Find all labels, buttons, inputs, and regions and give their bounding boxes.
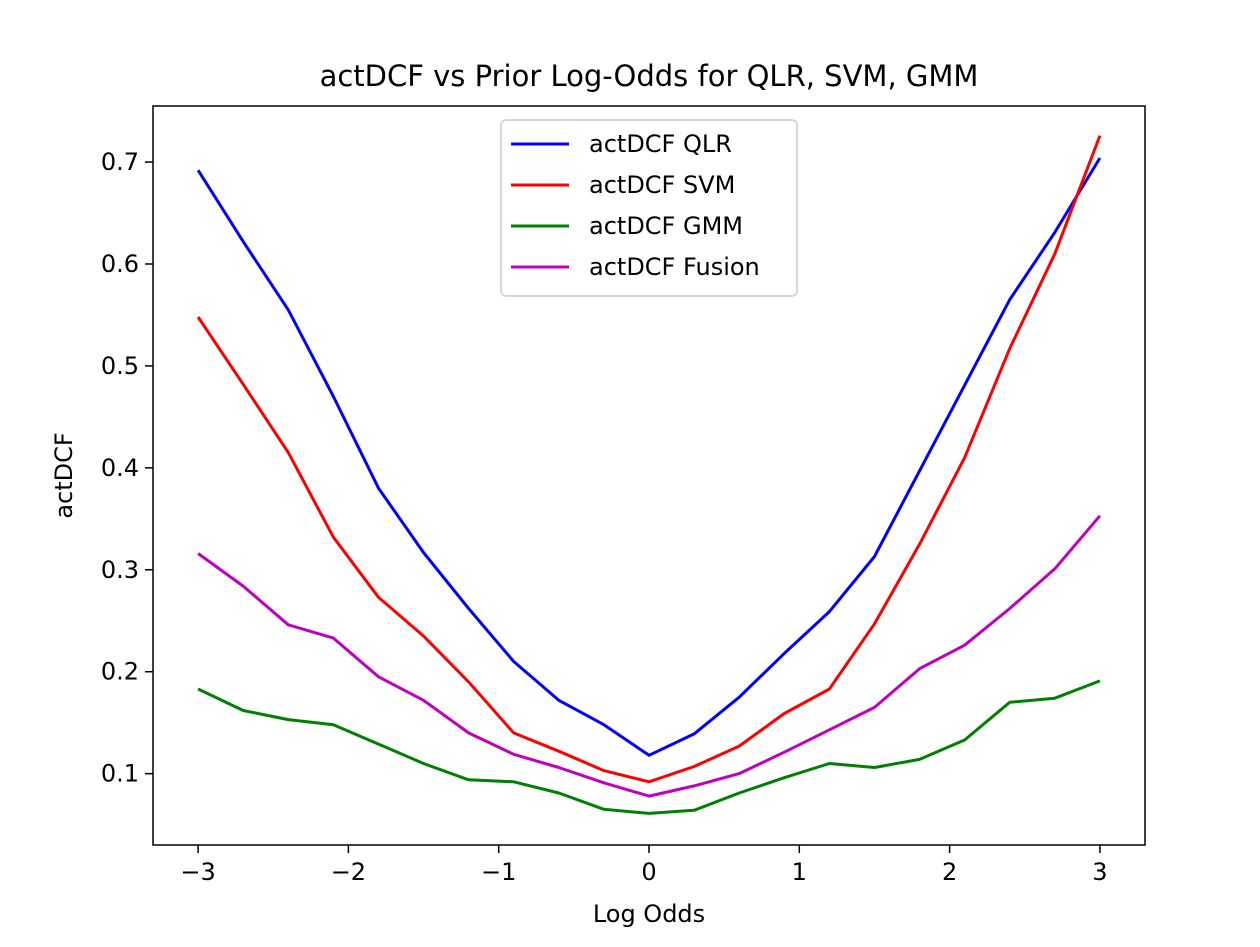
y-tick-label: 0.6	[101, 250, 139, 278]
x-tick-label: −1	[481, 858, 516, 886]
series-line-actdcf-qlr	[196, 157, 1102, 757]
x-tick-label: 0	[641, 858, 656, 886]
y-tick-label: 0.7	[101, 148, 139, 176]
x-tick-label: 2	[942, 858, 957, 886]
series-layer	[196, 135, 1102, 815]
series-line-actdcf-gmm	[197, 679, 1101, 815]
y-tick-label: 0.4	[101, 454, 139, 482]
y-tick-label: 0.1	[101, 760, 139, 788]
y-axis-label: actDCF	[50, 432, 78, 518]
x-tick-label: 3	[1092, 858, 1107, 886]
series-line-actdcf-fusion	[197, 514, 1102, 798]
legend-label: actDCF Fusion	[589, 253, 760, 281]
legend-label: actDCF SVM	[589, 171, 735, 199]
y-tick-label: 0.5	[101, 352, 139, 380]
chart-title: actDCF vs Prior Log-Odds for QLR, SVM, G…	[320, 59, 979, 93]
x-tick-label: −2	[331, 858, 366, 886]
x-axis-label: Log Odds	[593, 900, 705, 928]
legend: actDCF QLR actDCF SVM actDCF GMM actDCF Fus…	[500, 119, 798, 297]
x-tick-label: −3	[180, 858, 215, 886]
legend-label: actDCF QLR	[589, 130, 732, 158]
plot-frame	[152, 105, 1146, 846]
series-line-actdcf-svm	[196, 135, 1102, 784]
legend-label: actDCF GMM	[589, 212, 743, 240]
y-tick-label: 0.3	[101, 556, 139, 584]
legend-box	[500, 119, 798, 297]
ticks-layer: −3 −2 −1 0 1 2 3 0.1 0.2 0.3 0.4 0.5 0.6 0.7	[101, 148, 1108, 886]
x-tick-label: 1	[792, 858, 807, 886]
y-tick-label: 0.2	[101, 658, 139, 686]
